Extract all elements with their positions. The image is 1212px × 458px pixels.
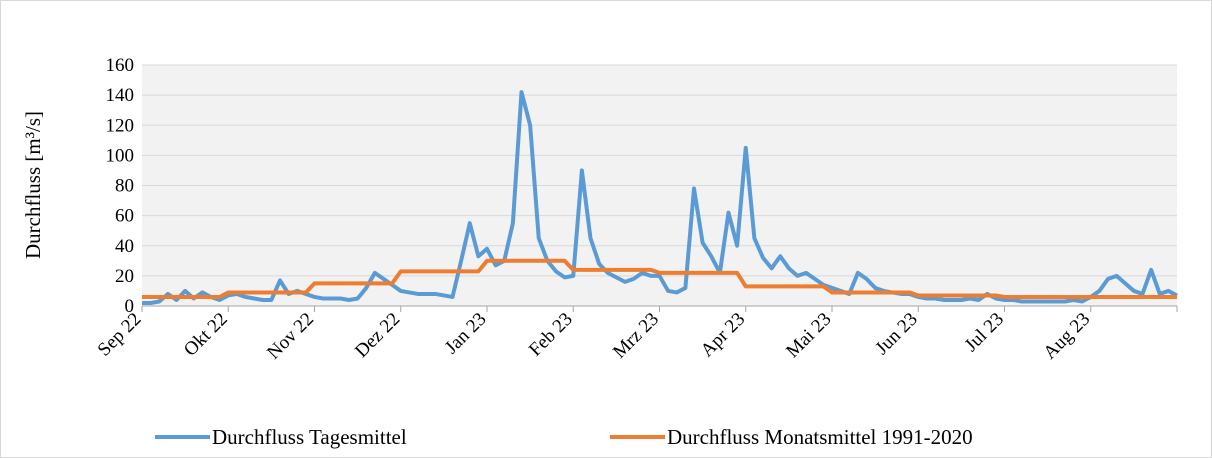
y-tick-label: 80 [115,176,134,197]
y-tick-label: 100 [106,145,135,166]
y-tick-label: 60 [115,206,134,227]
legend-label: Durchfluss Tagesmittel [212,425,407,449]
legend-label: Durchfluss Monatsmittel 1991-2020 [667,425,973,449]
y-axis-label: Durchfluss [m³/s] [21,111,45,259]
y-tick-label: 40 [115,236,134,257]
series-line [142,90,1178,305]
y-tick-label: 160 [106,55,135,76]
y-tick-label: 120 [106,115,135,136]
series-line [142,258,1177,299]
y-tick-label: 140 [106,85,135,106]
y-tick-label: 0 [125,296,135,317]
y-tick-label: 20 [115,266,134,287]
